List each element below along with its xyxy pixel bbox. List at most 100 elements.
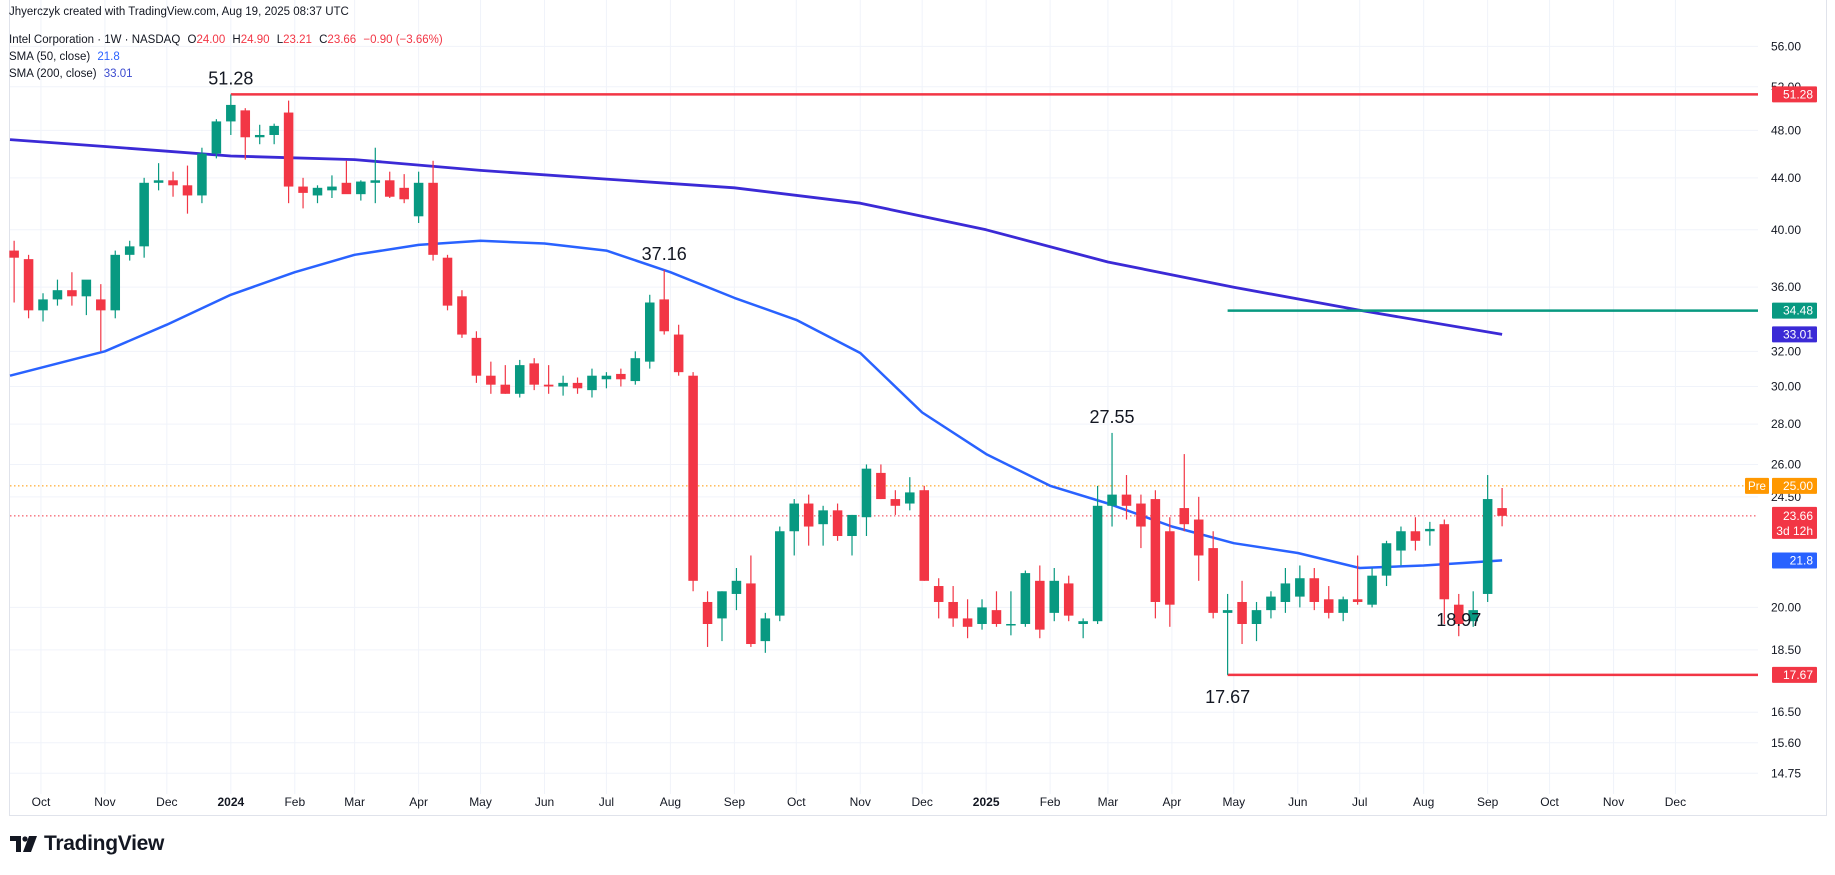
x-tick-label: Nov [850, 795, 871, 809]
y-tick-label: 56.00 [1771, 39, 1801, 53]
candle-body [211, 121, 222, 154]
candle-body [861, 468, 872, 518]
y-tick-label: 18.50 [1771, 643, 1801, 657]
candle-body [1121, 494, 1132, 506]
x-tick-label: May [1222, 795, 1245, 809]
candle-body [543, 384, 554, 387]
candle-body [38, 299, 48, 311]
x-tick-label: Oct [1540, 795, 1559, 809]
x-tick-label: Mar [344, 795, 365, 809]
candle-body [919, 490, 930, 581]
price-annotation: 17.67 [1205, 687, 1250, 707]
candle-body [514, 365, 525, 394]
high-label: H [232, 34, 241, 46]
candle-body [428, 182, 438, 255]
candle-body [1237, 601, 1247, 624]
y-tick-label: 44.00 [1771, 171, 1801, 185]
candle-body [991, 610, 1002, 624]
candle-body [717, 591, 727, 619]
candle-body [356, 181, 366, 195]
x-tick-label: Apr [409, 795, 428, 809]
candle-body [81, 279, 92, 297]
candle-body [67, 290, 77, 297]
candle-body [1179, 508, 1190, 525]
candle-body [1266, 596, 1276, 611]
x-tick-label: Nov [1603, 795, 1624, 809]
candle-body [110, 254, 121, 311]
candle-body [1309, 578, 1320, 602]
created-by-text: Jhyerczyk created with TradingView.com, … [9, 6, 349, 18]
candle-body [818, 510, 828, 525]
price-annotation: 37.16 [642, 244, 687, 264]
x-tick-label: Sep [1477, 795, 1499, 809]
candle-body [789, 503, 799, 532]
x-tick-label: Aug [1413, 795, 1434, 809]
candle-body [1165, 531, 1175, 605]
price-label-bg [1772, 302, 1817, 319]
grid [10, 0, 1758, 794]
sma200-line [9, 138, 1503, 336]
premarket-tag-bg [1745, 477, 1769, 494]
candle-body [1107, 494, 1117, 506]
candle-body [688, 375, 698, 581]
x-tick-label: Dec [912, 795, 933, 809]
candle-body [124, 246, 135, 255]
x-tick-label: Apr [1163, 795, 1182, 809]
candle-body [52, 290, 63, 300]
x-tick-label: Feb [1040, 795, 1061, 809]
sma50-legend[interactable]: SMA (50, close) 21.8 [9, 51, 124, 63]
y-tick-label: 40.00 [1771, 223, 1801, 237]
candle-body [731, 580, 742, 594]
y-tick-label: 14.75 [1771, 766, 1801, 780]
price-label-text: 21.8 [1790, 553, 1814, 567]
x-tick-label: Oct [32, 795, 51, 809]
candle-body [601, 375, 612, 380]
candle-body [1222, 610, 1233, 613]
sma200-legend[interactable]: SMA (200, close) 33.01 [9, 68, 137, 80]
created-by-line: Jhyerczyk created with TradingView.com, … [9, 6, 353, 18]
candle-body [1497, 508, 1507, 516]
candle-body [384, 180, 395, 197]
candle-body [168, 180, 178, 186]
price-annotation: 18.97 [1436, 610, 1481, 630]
x-tick-label: Dec [156, 795, 177, 809]
open-label: O [187, 34, 197, 46]
candle-body [616, 373, 626, 380]
candle-body [1251, 610, 1262, 624]
x-tick-label: Mar [1098, 795, 1119, 809]
candle-body [457, 296, 467, 335]
change-value: −0.90 (−3.66%) [363, 34, 443, 46]
candle-body [298, 186, 308, 193]
candle-body [269, 125, 279, 135]
candle-body [962, 618, 973, 627]
candle-body [1150, 499, 1161, 602]
price-annotation: 27.55 [1090, 407, 1135, 427]
candle-body [370, 180, 381, 183]
candles [9, 94, 1507, 675]
symbol-legend[interactable]: Intel Corporation · 1W · NASDAQ O24.00 H… [9, 34, 447, 46]
candle-body [341, 182, 352, 195]
candle-body [500, 384, 511, 394]
tradingview-logo-icon [10, 836, 37, 852]
candle-body [486, 375, 496, 385]
chart-frame[interactable] [9, 0, 1827, 816]
candle-body [847, 514, 857, 537]
symbol-title[interactable]: Intel Corporation · 1W · NASDAQ [9, 34, 181, 46]
price-annotation: 51.28 [208, 68, 253, 88]
candle-body [948, 601, 958, 619]
candle-body [1453, 604, 1464, 624]
low-label: L [276, 34, 284, 46]
candle-body [1482, 499, 1493, 594]
price-label-text: 51.28 [1783, 87, 1813, 101]
candle-body [471, 337, 482, 376]
candle-body [1425, 528, 1435, 532]
x-axis: Oct Nov Dec 2024 Feb Mar Apr May Jun Jul Aug Sep Oct… [32, 795, 1687, 809]
candle-body [529, 363, 539, 385]
tradingview-logo[interactable]: TradingView [10, 832, 164, 856]
candle-body [977, 607, 987, 624]
candle-body [96, 299, 106, 311]
candle-body [673, 334, 684, 373]
candle-body [905, 492, 915, 504]
x-tick-label: Sep [724, 795, 746, 809]
